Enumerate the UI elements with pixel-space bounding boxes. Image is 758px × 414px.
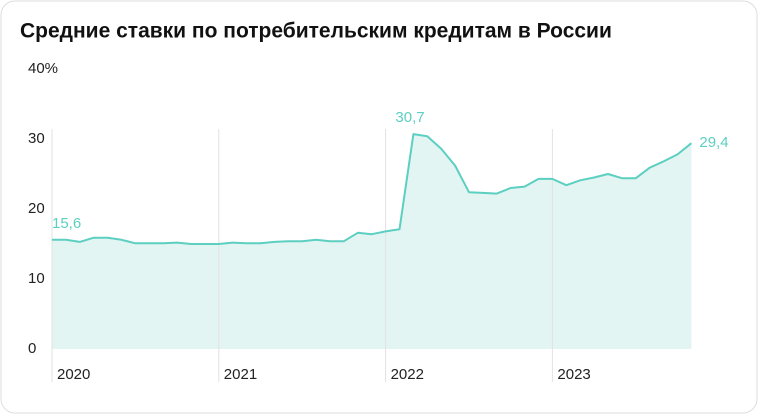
data-label: 15,6 (52, 215, 81, 232)
x-tick-label: 2021 (224, 366, 257, 383)
area (52, 134, 692, 349)
line (52, 133, 693, 245)
y-tick-label: 30 (28, 130, 45, 147)
y-tick-label: 40% (28, 60, 58, 77)
data-label: 30,7 (395, 109, 424, 126)
y-tick-label: 0 (28, 340, 36, 357)
y-tick-label: 10 (28, 270, 45, 287)
x-tick-label: 2020 (57, 366, 90, 383)
data-label: 29,4 (699, 134, 728, 151)
x-tick-label: 2022 (391, 366, 424, 383)
y-tick-label: 20 (28, 200, 45, 217)
x-tick-label: 2023 (557, 366, 590, 383)
chart-title: Средние ставки по потребительским кредит… (20, 20, 612, 43)
